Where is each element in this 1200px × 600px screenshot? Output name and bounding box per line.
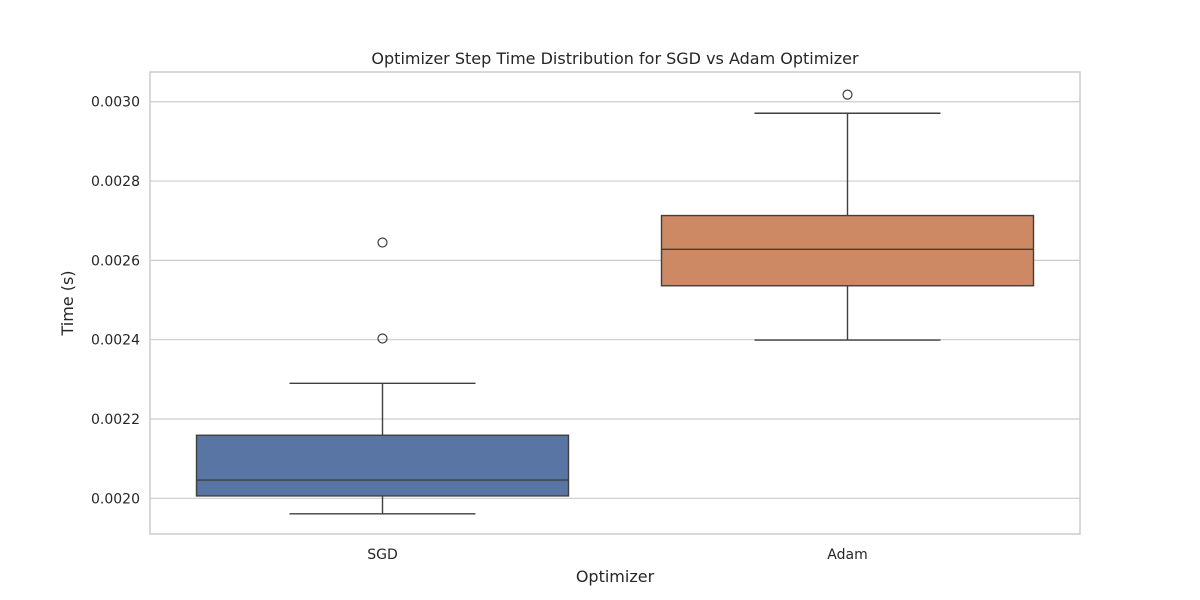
box-sgd [195, 237, 570, 515]
y-tick-label: 0.0030 [91, 95, 140, 111]
y-tick-label: 0.0020 [91, 491, 140, 507]
y-tick-label: 0.0024 [91, 333, 140, 349]
y-tick-label: 0.0022 [91, 412, 140, 428]
chart-title: Optimizer Step Time Distribution for SGD… [371, 49, 859, 68]
x-axis-label: Optimizer [576, 567, 655, 586]
outlier-point [377, 237, 388, 248]
x-tick-labels: SGD Adam [367, 547, 867, 563]
y-tick-label: 0.0026 [91, 253, 140, 269]
grid-layer [150, 101, 1080, 499]
y-axis-label: Time (s) [58, 270, 77, 336]
x-tick-label: SGD [367, 547, 398, 563]
y-tick-label: 0.0028 [91, 174, 140, 190]
plot-frame [149, 71, 1081, 535]
box-layer [195, 89, 1035, 515]
x-tick-label: Adam [827, 547, 867, 563]
iqr-box [195, 434, 570, 497]
box-adam [660, 89, 1035, 341]
outlier-point [377, 333, 388, 344]
outlier-point [842, 89, 853, 100]
y-tick-labels: 0.0020 0.0022 0.0024 0.0026 0.0028 0.0030 [91, 95, 140, 508]
iqr-box [660, 214, 1035, 287]
